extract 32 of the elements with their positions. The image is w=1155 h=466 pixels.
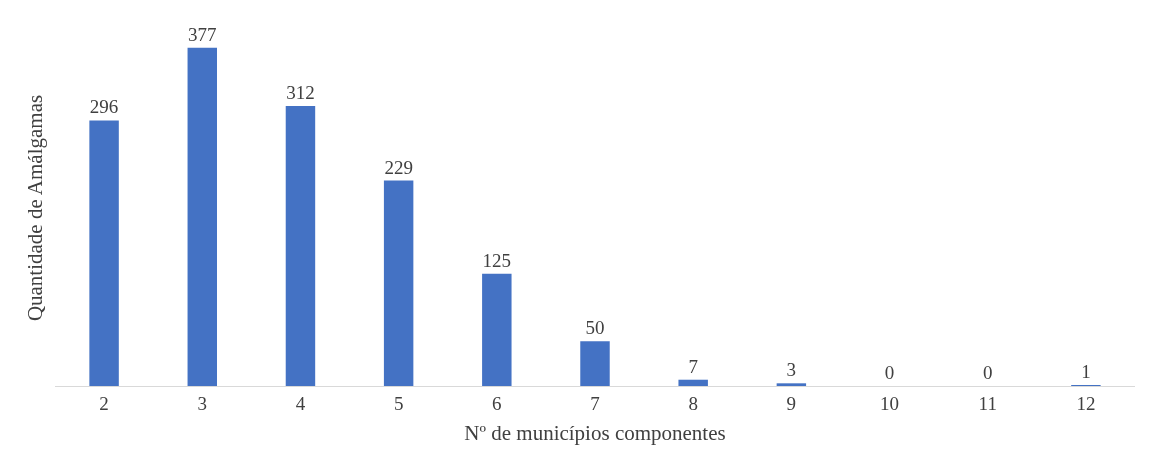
- x-axis-title: Nº de municípios componentes: [464, 421, 726, 445]
- x-tick-label: 3: [197, 392, 208, 414]
- data-label: 7: [688, 355, 698, 377]
- y-axis-title: Quantidade de Amálgamas: [23, 94, 48, 322]
- x-tick-label: 7: [590, 392, 600, 414]
- bar: [285, 106, 316, 386]
- x-tick-label: 10: [880, 392, 900, 414]
- x-tick-label: 2: [99, 392, 109, 414]
- bar: [776, 383, 807, 386]
- x-tick-label: 6: [492, 392, 502, 414]
- bar: [580, 341, 610, 386]
- bar: [89, 120, 119, 386]
- data-label: 0: [884, 362, 895, 383]
- data-label: 377: [188, 23, 217, 45]
- bar: [187, 47, 217, 386]
- data-label: 1: [1081, 361, 1091, 382]
- x-tick-label: 9: [786, 392, 797, 414]
- bar: [383, 180, 414, 386]
- x-tick-label: 11: [978, 392, 997, 414]
- x-tick-label: 12: [1076, 392, 1096, 414]
- x-tick-label: 4: [295, 392, 306, 414]
- data-label: 312: [286, 82, 315, 104]
- x-tick-label: 5: [393, 392, 404, 414]
- data-label: 296: [89, 96, 119, 118]
- data-label: 50: [585, 317, 605, 339]
- bar: [482, 273, 512, 386]
- bar: [678, 379, 708, 386]
- data-label: 125: [482, 249, 512, 271]
- data-label: 0: [982, 362, 993, 383]
- x-tick-label: 8: [688, 392, 698, 414]
- data-label: 3: [786, 359, 797, 381]
- data-label: 229: [384, 156, 413, 178]
